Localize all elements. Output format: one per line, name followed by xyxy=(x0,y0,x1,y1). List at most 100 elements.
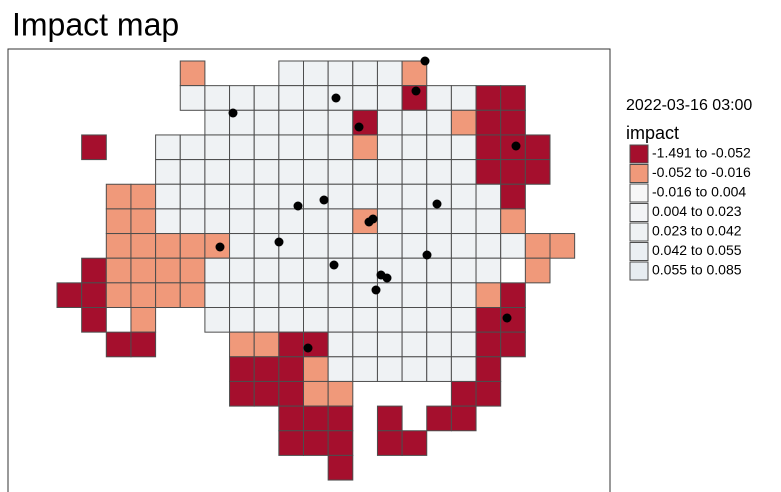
grid-cell xyxy=(475,233,502,259)
grid-cell xyxy=(376,85,403,111)
grid-cell xyxy=(155,257,181,284)
legend: -1.491 to -0.052 -0.052 to -0.016 -0.016 t… xyxy=(629,144,751,281)
grid-cell xyxy=(376,430,403,456)
grid-cell xyxy=(426,159,452,185)
grid-cell xyxy=(475,356,502,382)
grid-cell xyxy=(229,307,255,333)
grid-cell xyxy=(450,134,477,161)
legend-swatch xyxy=(629,183,649,203)
grid-cell xyxy=(229,208,255,235)
grid-cell xyxy=(278,430,305,456)
grid-cell xyxy=(105,282,132,309)
grid-cell xyxy=(426,208,452,235)
grid-cell xyxy=(401,208,428,235)
grid-cell xyxy=(229,85,255,111)
grid-cell xyxy=(204,208,231,235)
station-point xyxy=(502,313,512,323)
grid-cell xyxy=(204,282,231,309)
station-point xyxy=(420,56,430,66)
grid-cell xyxy=(229,331,255,358)
legend-swatch xyxy=(629,222,649,242)
grid-cell xyxy=(376,134,403,161)
grid-cell xyxy=(105,183,132,210)
grid-cell xyxy=(253,356,280,382)
grid-cell xyxy=(130,307,157,333)
grid-cell xyxy=(229,282,255,309)
grid-cell xyxy=(426,356,452,382)
grid-cell xyxy=(130,282,157,309)
grid-cell xyxy=(229,257,255,284)
grid-cell xyxy=(352,183,378,210)
grid-cell xyxy=(376,405,403,432)
grid-cell xyxy=(352,257,378,284)
station-point xyxy=(215,242,225,252)
grid-cell xyxy=(303,257,329,284)
station-point xyxy=(319,195,329,205)
grid-cell xyxy=(376,183,403,210)
grid-cell xyxy=(155,208,181,235)
grid-cell xyxy=(450,85,477,111)
grid-cell xyxy=(229,380,255,407)
grid-cell xyxy=(352,134,378,161)
grid-cell xyxy=(204,134,231,161)
grid-cell xyxy=(303,430,329,456)
grid-cell xyxy=(426,257,452,284)
grid-cell xyxy=(155,183,181,210)
grid-cell xyxy=(155,282,181,309)
grid-cell xyxy=(475,208,502,235)
grid-cell xyxy=(401,109,428,136)
grid-cell xyxy=(500,183,526,210)
grid-cell xyxy=(500,233,526,259)
grid-cell xyxy=(130,208,157,235)
grid-cell xyxy=(450,282,477,309)
grid-cell xyxy=(549,233,576,259)
grid-cell xyxy=(450,405,477,432)
grid-cell xyxy=(155,233,181,259)
grid-cell xyxy=(327,233,354,259)
grid-cell xyxy=(524,159,551,185)
legend-subtitle: 2022-03-16 03:00 xyxy=(626,97,752,114)
legend-swatch xyxy=(629,164,649,183)
grid-cell xyxy=(303,307,329,333)
grid-cell xyxy=(327,159,354,185)
grid-cell xyxy=(450,331,477,358)
grid-cell xyxy=(253,208,280,235)
grid-cell xyxy=(56,282,83,309)
grid-cell xyxy=(327,109,354,136)
grid-cell xyxy=(327,60,354,87)
grid-cell xyxy=(253,282,280,309)
grid-cell xyxy=(352,109,378,136)
grid-cell xyxy=(500,159,526,185)
grid-cell xyxy=(327,208,354,235)
station-point xyxy=(422,250,432,260)
grid-cell xyxy=(450,159,477,185)
station-point xyxy=(303,343,313,353)
grid-cell xyxy=(278,356,305,382)
grid-cell xyxy=(500,109,526,136)
grid-cell xyxy=(352,85,378,111)
grid-cell xyxy=(105,233,132,259)
grid-cell xyxy=(204,257,231,284)
grid-cell xyxy=(401,257,428,284)
grid-cell xyxy=(278,134,305,161)
grid-cell xyxy=(500,282,526,309)
grid-cell xyxy=(352,233,378,259)
grid-cell xyxy=(253,109,280,136)
grid-cell xyxy=(179,257,206,284)
grid-cell xyxy=(475,109,502,136)
grid-cell xyxy=(278,109,305,136)
grid-cell xyxy=(204,109,231,136)
grid-cell xyxy=(253,183,280,210)
grid-cell xyxy=(179,233,206,259)
grid-cell xyxy=(105,208,132,235)
grid-cell xyxy=(303,60,329,87)
station-point xyxy=(511,141,521,151)
grid-cell xyxy=(450,109,477,136)
grid-cell xyxy=(253,233,280,259)
grid-cell xyxy=(303,405,329,432)
grid-cell xyxy=(376,159,403,185)
grid-cell xyxy=(327,356,354,382)
grid-cell xyxy=(278,85,305,111)
station-point xyxy=(228,108,238,118)
grid-cell xyxy=(179,159,206,185)
